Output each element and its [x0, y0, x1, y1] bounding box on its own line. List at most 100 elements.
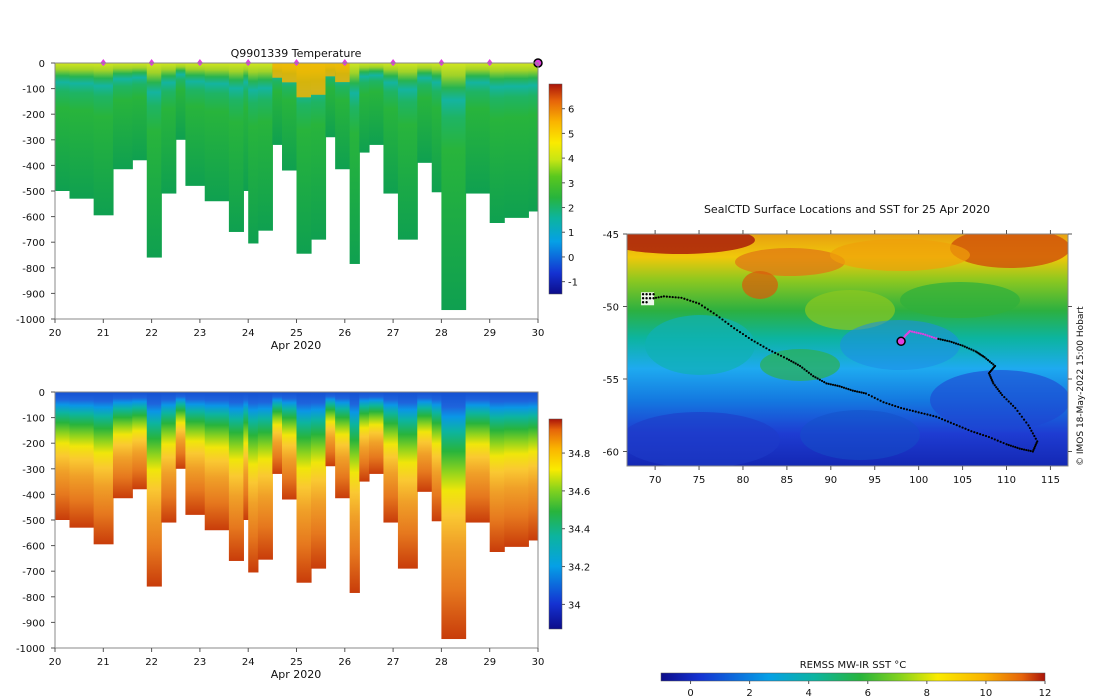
- warm-surface-layer: [325, 63, 336, 77]
- track-point: [882, 401, 885, 404]
- start-cluster-point: [652, 297, 655, 300]
- recent-track-point: [913, 331, 916, 334]
- y-tick-label: -400: [22, 490, 45, 501]
- profile-column: [132, 392, 148, 490]
- track-point: [1020, 447, 1023, 451]
- profile-column: [93, 392, 114, 545]
- track-point: [785, 357, 788, 360]
- track-point: [938, 416, 941, 420]
- track-point: [970, 430, 973, 433]
- salinity-data: [55, 392, 538, 640]
- map-y-tick-label: -50: [603, 303, 619, 314]
- profile-column: [325, 63, 336, 138]
- track-point: [1007, 400, 1010, 403]
- start-cluster-point: [641, 293, 645, 296]
- track-point: [940, 418, 944, 421]
- track-point: [946, 339, 949, 342]
- temperature-colorbar-ticks: -1 0 1 2 3 4 5 6: [562, 105, 578, 289]
- profile-column: [368, 392, 385, 474]
- track-point: [995, 386, 998, 389]
- salinity-colorbar-ticks: 34 34.2 34.4 34.6 34.8: [562, 449, 590, 611]
- recent-track-point: [924, 333, 927, 336]
- current-position-marker: [896, 336, 906, 347]
- track-point: [692, 300, 695, 303]
- track-point: [660, 295, 663, 298]
- track-point: [996, 388, 999, 391]
- profile-column: [69, 63, 95, 199]
- profile-column: [248, 63, 259, 244]
- track-point: [864, 392, 868, 395]
- track-point: [762, 345, 765, 348]
- track-point: [700, 304, 704, 307]
- temperature-y-ticks: 0 -100 -200 -300 -400 -500 -600 -700 -800 -900 -10…: [16, 59, 55, 326]
- map-x-tick-label: 80: [737, 475, 750, 486]
- track-point: [1025, 421, 1028, 424]
- track-point: [1016, 446, 1019, 449]
- sst-colorbar-tick-label: 2: [746, 688, 752, 699]
- track-point: [724, 320, 727, 323]
- track-point: [683, 297, 686, 300]
- track-point: [897, 405, 900, 409]
- profile-column: [310, 63, 327, 240]
- salinity-colorbar: [548, 418, 563, 630]
- profile-column: [175, 63, 187, 140]
- track-point: [879, 399, 882, 402]
- track-point: [744, 334, 747, 338]
- track-point: [917, 411, 920, 414]
- map-x-tick-label: 70: [649, 475, 662, 486]
- profile-column: [441, 63, 467, 311]
- x-tick-label: 21: [97, 328, 110, 339]
- track-point: [961, 426, 964, 429]
- start-cluster-point: [652, 293, 655, 296]
- x-tick-label: 22: [145, 328, 158, 339]
- track-point: [712, 312, 715, 315]
- temperature-x-ticks: 20 21 22 23 24 25 26 27 28 29 30: [49, 319, 544, 339]
- map-x-tick-label: 90: [824, 475, 837, 486]
- start-cluster-point: [645, 301, 648, 304]
- track-point: [870, 395, 873, 398]
- track-point: [902, 407, 906, 410]
- profile-column: [335, 63, 351, 170]
- x-tick-label: 27: [387, 328, 400, 339]
- track-point: [908, 409, 911, 412]
- track-point: [654, 296, 658, 299]
- track-point: [899, 406, 903, 410]
- track-point: [1027, 424, 1030, 427]
- colorbar-tick-label: 34.4: [568, 525, 590, 536]
- profile-column: [185, 63, 206, 186]
- profile-column: [504, 63, 529, 218]
- profile-column: [349, 392, 360, 593]
- track-point: [829, 383, 832, 386]
- track-point: [782, 356, 786, 359]
- track-point: [674, 296, 677, 299]
- map-x-tick-label: 100: [909, 475, 928, 486]
- y-tick-label: -1000: [16, 644, 45, 655]
- track-point: [974, 350, 977, 353]
- track-point: [929, 414, 932, 417]
- colorbar-tick-label: -1: [568, 278, 578, 289]
- sst-colorbar-tick-label: 6: [865, 688, 871, 699]
- track-point: [1031, 450, 1034, 453]
- track-point: [1018, 447, 1021, 450]
- y-tick-label: -300: [22, 465, 45, 476]
- track-point: [939, 338, 942, 341]
- track-point: [1022, 448, 1026, 451]
- track-point: [1009, 444, 1012, 447]
- x-tick-label: 21: [97, 657, 110, 668]
- track-point: [937, 337, 940, 340]
- map-x-tick-label: 85: [781, 475, 794, 486]
- profile-column: [55, 63, 71, 191]
- sst-colorbar-tick-label: 10: [980, 688, 993, 699]
- start-cluster-point: [641, 297, 645, 300]
- recent-track-point: [926, 334, 929, 337]
- track-point: [968, 347, 971, 350]
- y-tick-label: -500: [22, 516, 45, 527]
- y-tick-label: -800: [22, 264, 45, 275]
- track-point: [985, 357, 988, 360]
- track-point: [991, 380, 994, 383]
- track-point: [668, 295, 671, 298]
- track-point: [657, 296, 660, 299]
- track-point: [805, 369, 808, 373]
- sst-colorbar-label: REMSS MW-IR SST °C: [800, 660, 907, 671]
- track-point: [1018, 412, 1021, 415]
